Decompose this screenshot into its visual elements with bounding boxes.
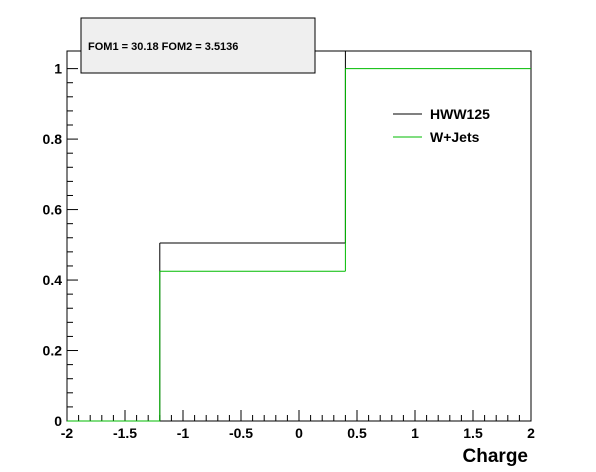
fom-box-background: [80, 17, 316, 74]
y-tick-label: 1: [54, 61, 62, 77]
y-tick-label: 0.6: [43, 202, 63, 218]
legend-label: W+Jets: [430, 129, 480, 145]
y-tick-label: 0.2: [43, 343, 63, 359]
x-tick-label: -1.5: [113, 425, 137, 441]
x-tick-label: -2: [61, 425, 74, 441]
x-tick-label: 0.5: [347, 425, 367, 441]
y-tick-label: 0.8: [43, 131, 63, 147]
fom-text: FOM1 = 30.18 FOM2 = 3.5136: [88, 41, 238, 53]
x-tick-label: -1: [177, 425, 190, 441]
x-axis-title: Charge: [463, 446, 528, 467]
axis-ticks: [66, 68, 532, 422]
fom-box: FOM1 = 30.18 FOM2 = 3.5136: [80, 17, 316, 74]
x-tick-label: 0: [295, 425, 303, 441]
series-layer: [67, 50, 531, 422]
x-tick-labels: -2 -1.5 -1 -0.5 0 0.5 1 1.5 2: [61, 425, 535, 441]
y-tick-labels: 0 0.2 0.4 0.6 0.8 1: [43, 61, 63, 429]
legend: HWW125 W+Jets: [393, 106, 490, 145]
legend-label: HWW125: [430, 106, 490, 122]
x-tick-label: 1.5: [463, 425, 483, 441]
series-W+Jets: [67, 68, 531, 422]
x-tick-label: 2: [527, 425, 535, 441]
y-tick-label: 0: [54, 413, 62, 429]
x-tick-label: -0.5: [229, 425, 253, 441]
y-tick-label: 0.4: [43, 272, 63, 288]
x-tick-label: 1: [411, 425, 419, 441]
